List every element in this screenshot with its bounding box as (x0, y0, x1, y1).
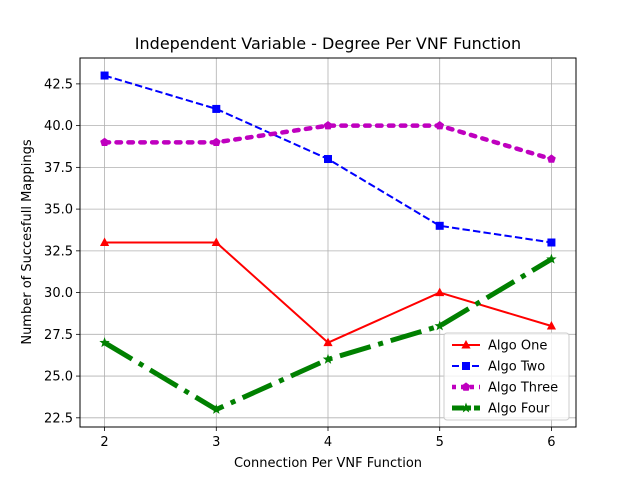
y-tick-label: 22.5 (44, 411, 73, 426)
y-tick-label: 27.5 (44, 328, 73, 343)
data-point (435, 287, 445, 297)
legend-marker (462, 362, 470, 370)
data-point (211, 403, 222, 414)
legend-marker (461, 382, 471, 391)
data-point (322, 353, 334, 364)
legend-item: Algo Four (452, 402, 550, 417)
legend-label: Algo Two (488, 360, 545, 375)
axis-ticks: 2 3 4 5 6 22.5 25.0 27.5 30.0 32.5 35.0 37.5 40.0 42.… (44, 77, 556, 450)
data-point (546, 253, 557, 264)
y-tick-label: 25.0 (44, 370, 73, 385)
data-point (100, 137, 109, 147)
legend-item: Algo Three (452, 381, 558, 396)
y-tick-label: 30.0 (44, 286, 73, 301)
data-point (211, 137, 221, 147)
data-point (323, 337, 333, 347)
x-axis-title: Connection Per VNF Function (234, 456, 422, 471)
series-4 (99, 253, 557, 414)
y-tick-label: 35.0 (44, 203, 73, 218)
data-point (99, 337, 110, 348)
series-group (99, 71, 557, 414)
legend-marker (460, 402, 472, 413)
data-point (212, 104, 221, 113)
data-point (547, 238, 556, 247)
legend-label: Algo Four (488, 402, 550, 417)
legend-box (443, 332, 570, 421)
data-point (100, 71, 109, 80)
legend: Algo One Algo Two Algo Three Algo Four (443, 332, 570, 421)
legend-label: Algo Three (488, 381, 558, 396)
data-point (211, 237, 221, 246)
legend-item: Algo Two (452, 360, 545, 375)
data-point (546, 320, 557, 330)
legend-item: Algo One (452, 339, 547, 354)
x-tick-label: 2 (100, 435, 108, 450)
y-axis-title: Number of Succesfull Mappings (20, 139, 35, 345)
data-point (435, 221, 444, 230)
data-point (323, 121, 333, 130)
chart-title: Independent Variable - Degree Per VNF Fu… (135, 34, 521, 53)
y-tick-label: 32.5 (44, 244, 73, 259)
data-point (324, 155, 332, 164)
series-3 (100, 121, 556, 163)
y-tick-label: 37.5 (44, 161, 73, 176)
data-point (99, 237, 110, 246)
data-point (434, 320, 445, 331)
legend-marker (461, 340, 471, 349)
y-tick-label: 40.0 (44, 119, 73, 134)
data-point (435, 121, 445, 130)
x-tick-label: 6 (547, 435, 555, 450)
x-tick-label: 5 (436, 435, 444, 450)
legend-label: Algo One (488, 339, 547, 354)
x-tick-label: 4 (324, 435, 332, 450)
x-tick-label: 3 (212, 435, 220, 450)
y-tick-label: 42.5 (44, 77, 73, 92)
data-point (547, 154, 556, 163)
series-2 (100, 71, 556, 247)
